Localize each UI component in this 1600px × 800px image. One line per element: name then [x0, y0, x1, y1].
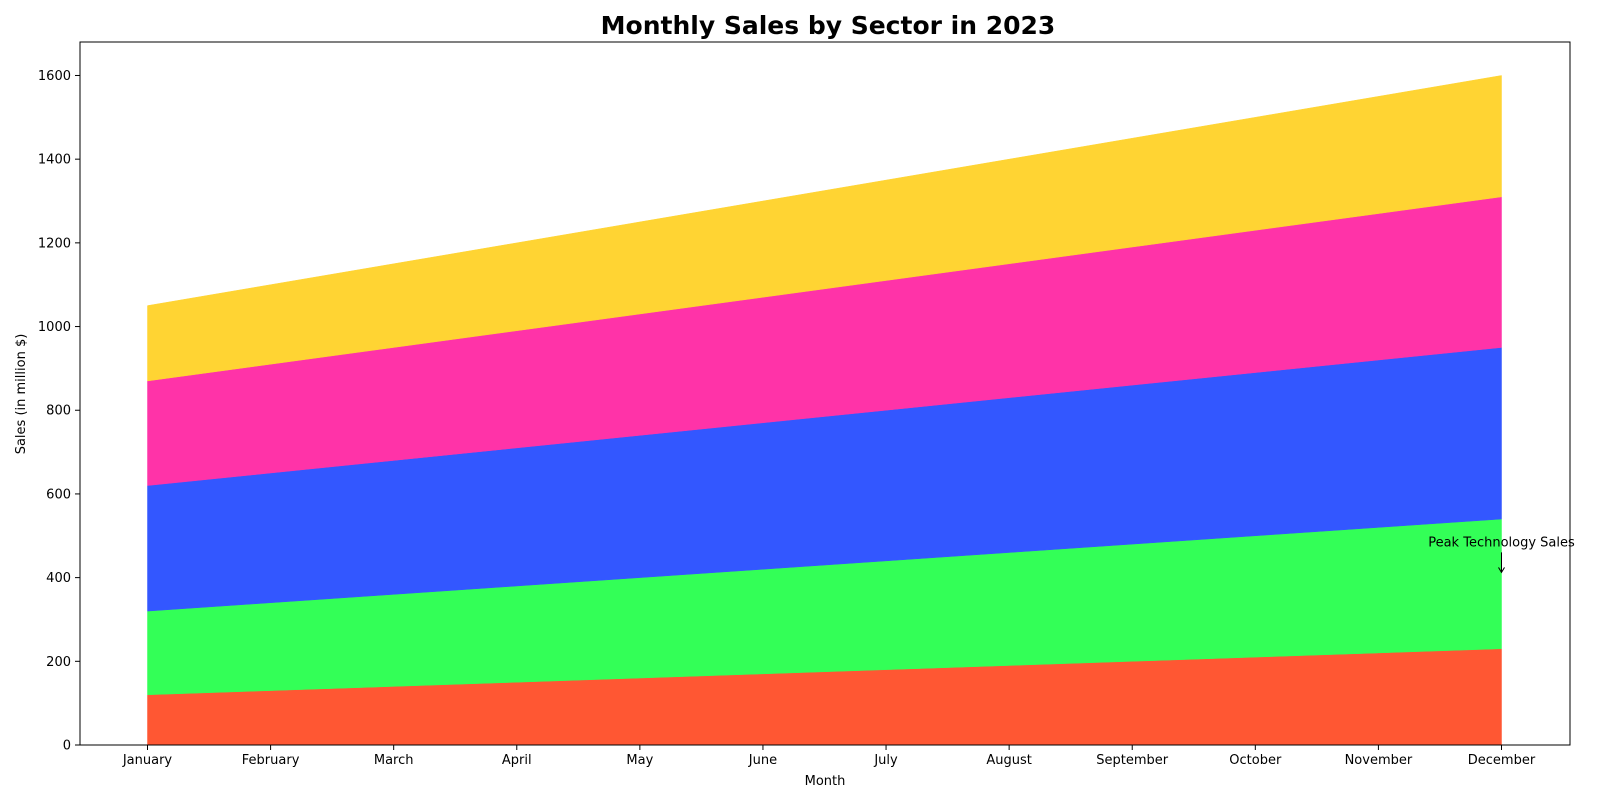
- x-tick-label: January: [122, 753, 173, 768]
- x-tick-label: July: [873, 753, 898, 768]
- y-tick-label: 400: [46, 571, 71, 586]
- y-tick-label: 1600: [38, 69, 71, 84]
- x-tick-label: March: [374, 753, 414, 768]
- y-tick-label: 1200: [38, 236, 71, 251]
- y-tick-label: 800: [46, 404, 71, 419]
- area-series-5: [147, 75, 1502, 382]
- annotation-arrowhead: [1498, 567, 1505, 574]
- x-tick-label: June: [748, 753, 777, 768]
- chart-title: Monthly Sales by Sector in 2023: [601, 11, 1056, 40]
- x-tick-label: September: [1096, 753, 1169, 768]
- annotations: Peak Technology Sales: [1428, 535, 1575, 574]
- area-layers: [147, 75, 1502, 746]
- y-tick-label: 1000: [38, 320, 71, 335]
- x-tick-label: December: [1468, 753, 1536, 768]
- x-tick-label: October: [1229, 753, 1282, 768]
- x-tick-label: November: [1345, 753, 1413, 768]
- x-axis: January February March April May June July Augu…: [122, 745, 1536, 768]
- x-tick-label: August: [986, 753, 1032, 768]
- x-tick-label: May: [626, 753, 653, 768]
- y-axis-title: Sales (in million $): [14, 334, 29, 455]
- x-axis-title: Month: [805, 774, 846, 789]
- y-axis: 0 200 400 600 800 1000 1200 1400 1600: [38, 69, 80, 754]
- annotation-text: Peak Technology Sales: [1428, 535, 1575, 550]
- y-tick-label: 600: [46, 487, 71, 502]
- y-tick-label: 200: [46, 655, 71, 670]
- x-tick-label: April: [502, 753, 532, 768]
- y-tick-label: 1400: [38, 153, 71, 168]
- x-tick-label: February: [242, 753, 300, 768]
- y-tick-label: 0: [63, 739, 71, 754]
- plot-frame: [79, 41, 1571, 746]
